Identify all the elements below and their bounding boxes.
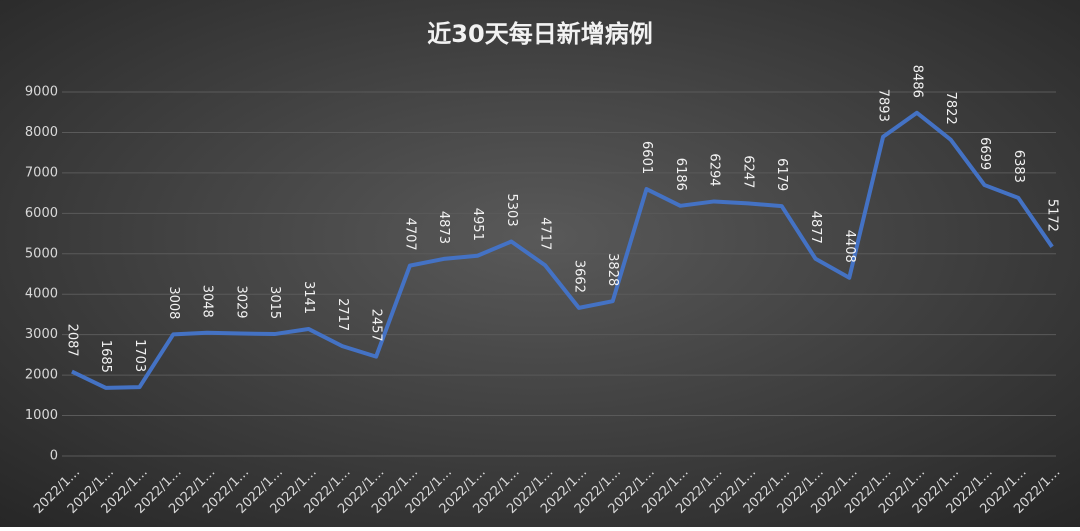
- data-label: 6247: [740, 155, 755, 188]
- y-tick-label: 5000: [25, 246, 58, 261]
- data-label: 2717: [335, 298, 350, 331]
- data-label: 3662: [571, 260, 586, 293]
- data-label: 3015: [267, 286, 282, 319]
- chart-title: 近30天每日新增病例: [427, 20, 652, 48]
- y-tick-label: 4000: [25, 287, 58, 302]
- data-label: 6294: [707, 153, 722, 186]
- y-tick-label: 3000: [25, 327, 58, 342]
- data-label: 7893: [876, 89, 891, 122]
- data-label: 5303: [504, 194, 519, 227]
- data-label: 1685: [98, 340, 113, 373]
- y-tick-label: 0: [50, 449, 58, 464]
- data-label: 2457: [369, 309, 384, 342]
- data-line: [71, 110, 1054, 390]
- data-label: 1703: [132, 339, 147, 372]
- data-label: 4707: [402, 218, 417, 251]
- data-label: 4717: [538, 217, 553, 250]
- data-label: 3048: [200, 285, 215, 318]
- data-label: 6601: [639, 141, 654, 174]
- y-tick-label: 8000: [25, 125, 58, 140]
- data-label: 4408: [842, 230, 857, 263]
- data-label: 4877: [808, 211, 823, 244]
- data-label: 6383: [1011, 150, 1026, 183]
- data-label: 3141: [301, 281, 316, 314]
- y-tick-label: 7000: [25, 165, 58, 180]
- data-label: 3008: [166, 286, 181, 319]
- data-label: 3828: [605, 253, 620, 286]
- y-tick-label: 2000: [25, 368, 58, 383]
- data-label: 2087: [64, 324, 79, 357]
- data-label: 6699: [977, 137, 992, 170]
- data-label: 8486: [909, 65, 924, 98]
- data-label: 3029: [233, 285, 248, 318]
- y-tick-label: 6000: [25, 206, 58, 221]
- data-label: 5172: [1045, 199, 1060, 232]
- data-label: 4951: [470, 208, 485, 241]
- data-label: 6186: [673, 158, 688, 191]
- data-label: 6179: [774, 158, 789, 191]
- y-tick-label: 1000: [25, 408, 58, 423]
- y-tick-label: 9000: [25, 85, 58, 100]
- data-label: 4873: [436, 211, 451, 244]
- data-label: 7822: [943, 92, 958, 125]
